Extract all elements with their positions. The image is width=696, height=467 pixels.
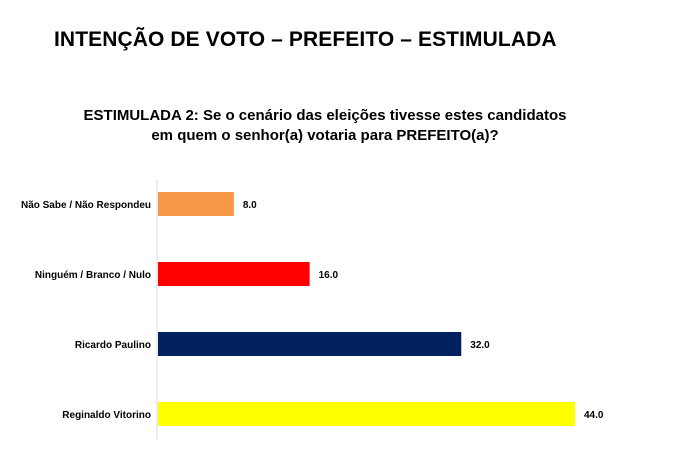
category-label: Não Sabe / Não Respondeu: [21, 200, 151, 211]
data-label: 16.0: [319, 270, 339, 281]
page-title: INTENÇÃO DE VOTO – PREFEITO – ESTIMULADA: [54, 28, 557, 51]
question-line-1: ESTIMULADA 2: Se o cenário das eleições …: [83, 107, 567, 124]
bar: [158, 192, 234, 216]
data-label: 44.0: [584, 410, 604, 421]
chart-question: ESTIMULADA 2: Se o cenário das eleições …: [0, 106, 650, 146]
bar: [158, 262, 310, 286]
category-label: Ninguém / Branco / Nulo: [35, 270, 151, 281]
category-label: Ricardo Paulino: [75, 340, 151, 351]
data-label: 32.0: [470, 340, 490, 351]
bar: [158, 402, 575, 426]
question-line-2: em quem o senhor(a) votaria para PREFEIT…: [151, 127, 499, 144]
category-label: Reginaldo Vitorino: [62, 410, 151, 421]
data-label: 8.0: [243, 200, 257, 211]
bar: [158, 332, 462, 356]
